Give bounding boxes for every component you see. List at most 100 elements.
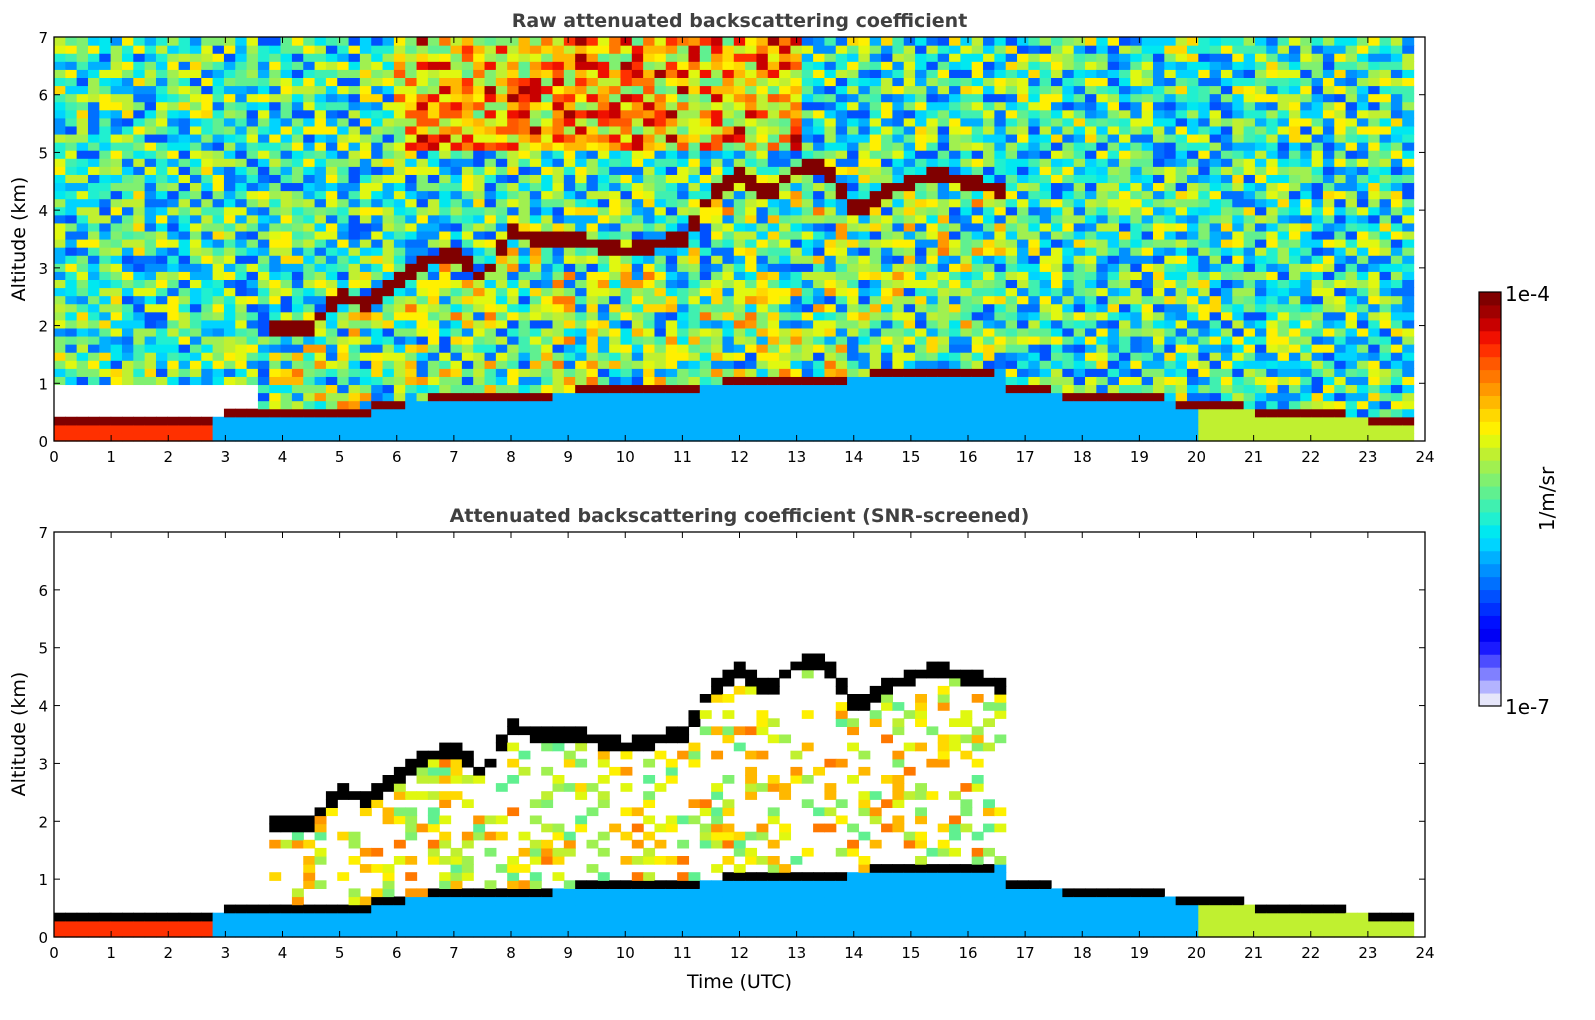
heatmap-cell xyxy=(1141,303,1154,313)
heatmap-cell xyxy=(1164,45,1177,54)
heatmap-cell xyxy=(586,37,599,46)
heatmap-cell xyxy=(450,408,463,418)
heatmap-cell xyxy=(620,287,633,297)
heatmap-cell xyxy=(178,61,191,70)
heatmap-cell xyxy=(620,230,633,240)
heatmap-cell xyxy=(847,142,860,151)
heatmap-cell xyxy=(189,368,202,377)
heatmap-cell xyxy=(1186,69,1199,78)
heatmap-cell xyxy=(847,77,860,87)
heatmap-cell xyxy=(155,37,168,46)
heatmap-cell xyxy=(1198,392,1211,402)
heatmap-cell xyxy=(745,368,758,377)
heatmap-cell xyxy=(529,319,542,329)
heatmap-cell xyxy=(620,190,633,200)
heatmap-cell xyxy=(405,37,418,46)
heatmap-cell xyxy=(405,214,418,224)
heatmap-cell xyxy=(733,85,746,95)
heatmap-cell xyxy=(439,247,452,256)
heatmap-cell xyxy=(801,303,814,313)
heatmap-cell xyxy=(1175,352,1188,361)
heatmap-cell xyxy=(495,432,508,442)
heatmap-cell xyxy=(756,344,769,353)
heatmap-cell xyxy=(257,93,270,103)
heatmap-cell xyxy=(1152,230,1165,240)
heatmap-cell xyxy=(541,303,554,313)
heatmap-cell xyxy=(1119,327,1131,337)
heatmap-cell xyxy=(1119,335,1131,345)
heatmap-cell xyxy=(246,368,259,377)
heatmap-cell xyxy=(881,158,894,167)
heatmap-cell xyxy=(65,295,78,305)
heatmap-cell xyxy=(699,190,712,200)
heatmap-cell xyxy=(779,133,792,143)
heatmap-cell xyxy=(246,133,259,143)
heatmap-cell xyxy=(325,158,338,167)
heatmap-cell xyxy=(699,319,712,329)
heatmap-cell xyxy=(495,335,508,345)
heatmap-cell xyxy=(631,239,644,248)
heatmap-cell xyxy=(167,368,180,377)
heatmap-cell xyxy=(1152,174,1165,184)
heatmap-cell xyxy=(869,93,882,103)
heatmap-cell xyxy=(643,198,656,208)
heatmap-cell xyxy=(76,360,89,369)
heatmap-cell xyxy=(189,432,202,442)
heatmap-cell xyxy=(643,303,656,313)
heatmap-cell xyxy=(133,117,146,127)
heatmap-cell xyxy=(1130,384,1143,394)
heatmap-cell xyxy=(665,424,678,434)
heatmap-cell xyxy=(223,101,236,111)
heatmap-cell xyxy=(1085,263,1097,272)
heatmap-cell xyxy=(597,117,610,127)
heatmap-cell xyxy=(269,271,282,280)
heatmap-cell xyxy=(87,174,100,184)
heatmap-cell xyxy=(1039,319,1052,329)
heatmap-cell xyxy=(1107,45,1120,54)
heatmap-cell xyxy=(699,37,712,46)
heatmap-cell xyxy=(960,263,973,272)
heatmap-cell xyxy=(1028,368,1041,377)
heatmap-cell xyxy=(359,230,372,240)
heatmap-cell xyxy=(507,53,520,62)
heatmap-cell xyxy=(529,37,542,46)
heatmap-cell xyxy=(257,432,270,442)
heatmap-cell xyxy=(1039,77,1052,87)
heatmap-cell xyxy=(790,61,803,70)
heatmap-cell xyxy=(246,303,259,313)
heatmap-cell xyxy=(1175,311,1188,321)
heatmap-cell xyxy=(609,263,622,272)
heatmap-cell xyxy=(110,239,123,248)
heatmap-cell xyxy=(677,142,690,151)
heatmap-cell xyxy=(178,45,191,54)
heatmap-cell xyxy=(745,174,758,184)
heatmap-cell xyxy=(858,117,871,127)
heatmap-cell xyxy=(620,384,633,394)
heatmap-cell xyxy=(223,182,236,192)
heatmap-cell xyxy=(133,271,146,280)
heatmap-cell xyxy=(586,344,599,353)
heatmap-cell xyxy=(1152,93,1165,103)
heatmap-cell xyxy=(484,384,497,394)
heatmap-cell xyxy=(461,263,474,272)
heatmap-cell xyxy=(597,392,610,402)
heatmap-cell xyxy=(54,174,66,184)
heatmap-cell xyxy=(1073,263,1086,272)
heatmap-cell xyxy=(518,319,531,329)
heatmap-cell xyxy=(733,392,746,402)
heatmap-cell xyxy=(495,392,508,402)
heatmap-cell xyxy=(733,166,746,175)
heatmap-cell xyxy=(529,125,542,135)
heatmap-cell xyxy=(756,376,769,386)
heatmap-cell xyxy=(495,109,508,119)
heatmap-cell xyxy=(892,247,905,256)
heatmap-cell xyxy=(824,61,837,70)
heatmap-cell xyxy=(767,311,780,321)
heatmap-cell xyxy=(575,158,588,167)
heatmap-cell xyxy=(257,271,270,280)
heatmap-cell xyxy=(926,384,939,394)
heatmap-cell xyxy=(427,69,440,78)
heatmap-cell xyxy=(518,400,531,410)
heatmap-cell xyxy=(586,416,599,426)
heatmap-cell xyxy=(869,166,882,175)
